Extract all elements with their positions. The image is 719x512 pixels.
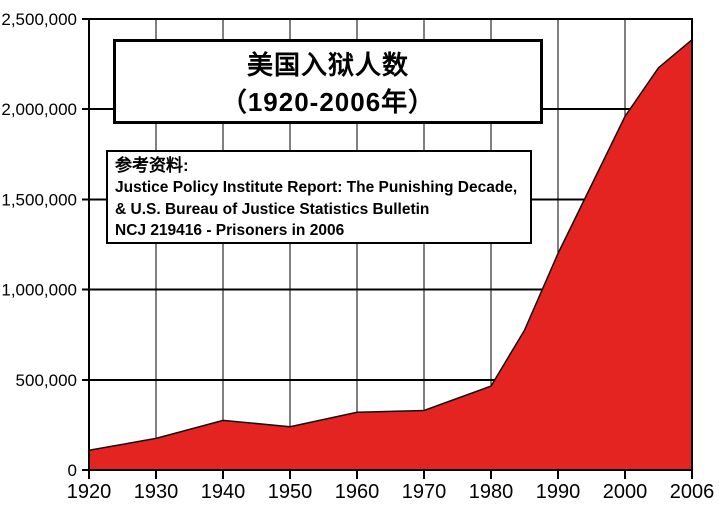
source-line-3: NCJ 219416 - Prisoners in 2006 [115,222,345,239]
x-axis-label: 1930 [134,481,179,503]
x-axis-label: 2006 [670,481,715,503]
source-label: 参考资料: [115,156,189,175]
y-axis-label: 2,500,000 [1,10,77,29]
plot-border [88,18,693,471]
x-axis-label: 1940 [201,481,246,503]
y-axis-label: 1,000,000 [1,281,77,300]
x-axis-label: 1950 [268,481,313,503]
x-axis-label: 1990 [536,481,581,503]
x-axis-label: 1980 [469,481,514,503]
source-reference-box: 参考资料: Justice Policy Institute Report: T… [106,150,532,244]
source-line-1: Justice Policy Institute Report: The Pun… [115,179,518,196]
source-line-2: & U.S. Bureau of Justice Statistics Bull… [115,200,430,218]
prison-population-area-series [88,38,693,471]
y-axis-label: 500,000 [16,371,77,390]
x-axis-label: 2000 [603,481,648,503]
x-axis-label: 1960 [335,481,380,503]
y-axis-label: 0 [68,461,77,480]
x-axis-label: 1920 [67,481,112,503]
chart-title-year-range: （1920-2006年） [220,87,436,117]
x-axis-label: 1970 [402,481,447,503]
y-axis-label: 1,500,000 [1,190,77,209]
chart-title-box: 美国入狱人数 （1920-2006年） [113,39,543,124]
chart-title: 美国入狱人数 [246,50,409,80]
y-axis-label: 2,000,000 [1,100,77,119]
